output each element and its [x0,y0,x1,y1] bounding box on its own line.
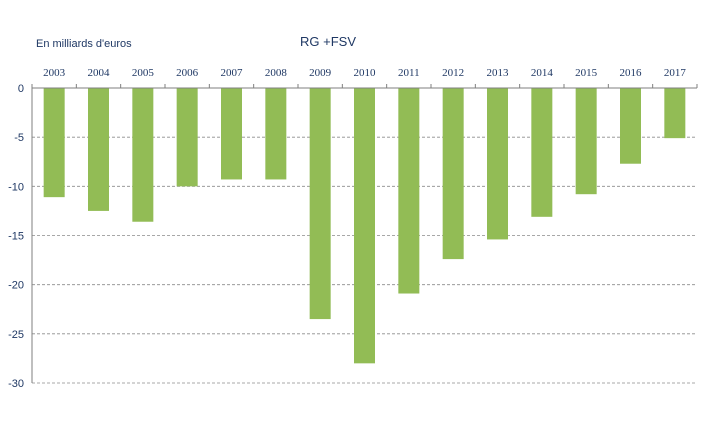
bars [43,88,686,364]
x-tick-label: 2010 [354,67,377,79]
y-tick-label: -25 [8,329,24,341]
bar-2003 [43,88,65,198]
y-tick-label: 0 [18,83,24,95]
bar-2010 [354,88,375,364]
x-tick-label: 2012 [442,67,464,79]
bar-2015 [575,88,597,195]
chart-title: RG +FSV [300,34,356,49]
x-tick-label: 2004 [88,67,111,79]
x-tick-labels: 2003 2004 2005 2006 2007 2008 2009 2010 2011 2012… [43,67,686,79]
y-tick-label: -30 [8,378,24,390]
unit-label: En milliards d'euros [36,38,132,50]
bar-2011 [398,88,420,294]
x-tick-label: 2007 [221,67,244,79]
bar-2006 [176,88,198,187]
bar-2008 [265,88,287,180]
y-tick-label: -15 [8,231,24,243]
x-tick-label: 2009 [309,67,332,79]
x-tick-label: 2006 [176,67,199,79]
y-tick-labels: 0 -5 -10 -15 -20 -25 -30 [8,83,24,390]
x-tick-label: 2005 [132,67,155,79]
axes [31,84,698,383]
x-tick-label: 2003 [43,67,66,79]
x-tick-label: 2014 [531,67,554,79]
bar-2007 [221,88,242,180]
x-tick-label: 2008 [265,67,288,79]
bar-2012 [442,88,464,260]
y-tick-label: -5 [14,132,24,144]
y-tick-label: -20 [8,280,24,292]
x-tick-label: 2011 [398,67,420,79]
bar-2013 [487,88,508,240]
bar-2005 [132,88,154,222]
x-tick-label: 2016 [620,67,643,79]
x-tick-label: 2013 [487,67,510,79]
bar-2014 [531,88,553,217]
x-tick-label: 2017 [664,67,687,79]
y-tick-label: -10 [8,181,24,193]
x-tick-label: 2015 [575,67,598,79]
bar-2009 [309,88,331,320]
bar-2016 [620,88,641,164]
bar-2017 [664,88,686,139]
bar-2004 [88,88,109,211]
